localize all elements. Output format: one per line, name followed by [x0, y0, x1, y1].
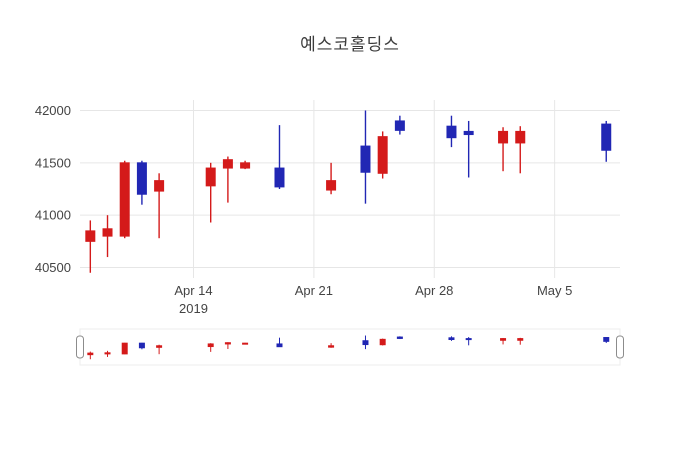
x-tick-label: Apr 14: [174, 283, 212, 298]
candle-body: [515, 130, 526, 144]
x-tick-label: Apr 28: [415, 283, 453, 298]
x-tick-label: May 5: [537, 283, 572, 298]
y-tick-label: 41500: [35, 155, 71, 170]
candle-body: [377, 136, 388, 174]
x-tick-sublabel: 2019: [179, 301, 208, 316]
candle-body: [500, 338, 507, 341]
candle-body: [138, 342, 145, 349]
candle-body: [498, 130, 509, 144]
candle-body: [446, 125, 457, 139]
candle-body: [276, 343, 283, 348]
rangeslider-handle-right[interactable]: [616, 335, 624, 359]
candle-body: [362, 340, 369, 346]
candle-body: [448, 337, 455, 341]
y-tick-label: 40500: [35, 260, 71, 275]
x-tick-label: Apr 21: [295, 283, 333, 298]
candle-body: [85, 230, 96, 242]
y-tick-label: 42000: [35, 103, 71, 118]
candle-body: [156, 345, 163, 348]
candle-body: [326, 180, 337, 191]
candle-body: [240, 162, 251, 169]
candle-body: [119, 162, 130, 237]
candle-body: [242, 342, 249, 345]
candle-body: [121, 342, 128, 355]
candle-body: [601, 123, 612, 151]
candle-body: [396, 336, 403, 339]
candle-body: [465, 338, 472, 341]
candle-body: [205, 167, 216, 187]
candle-body: [136, 162, 147, 195]
candle-body: [154, 180, 165, 192]
rangeslider-handle-left[interactable]: [76, 335, 84, 359]
candle-body: [104, 352, 111, 355]
candle-body: [360, 145, 371, 173]
candle-body: [102, 228, 113, 237]
candle-body: [222, 159, 233, 169]
candle-body: [517, 338, 524, 341]
candle-body: [328, 345, 335, 348]
candle-body: [87, 352, 94, 356]
y-tick-label: 41000: [35, 208, 71, 223]
candle-body: [224, 342, 231, 345]
candle-body: [603, 337, 610, 342]
candle-body: [394, 120, 405, 131]
candle-body: [207, 343, 214, 348]
candle-body: [463, 130, 474, 136]
candle-body: [274, 167, 285, 188]
chart-title: 예스코홀딩스: [300, 35, 400, 54]
candle-body: [379, 338, 386, 346]
